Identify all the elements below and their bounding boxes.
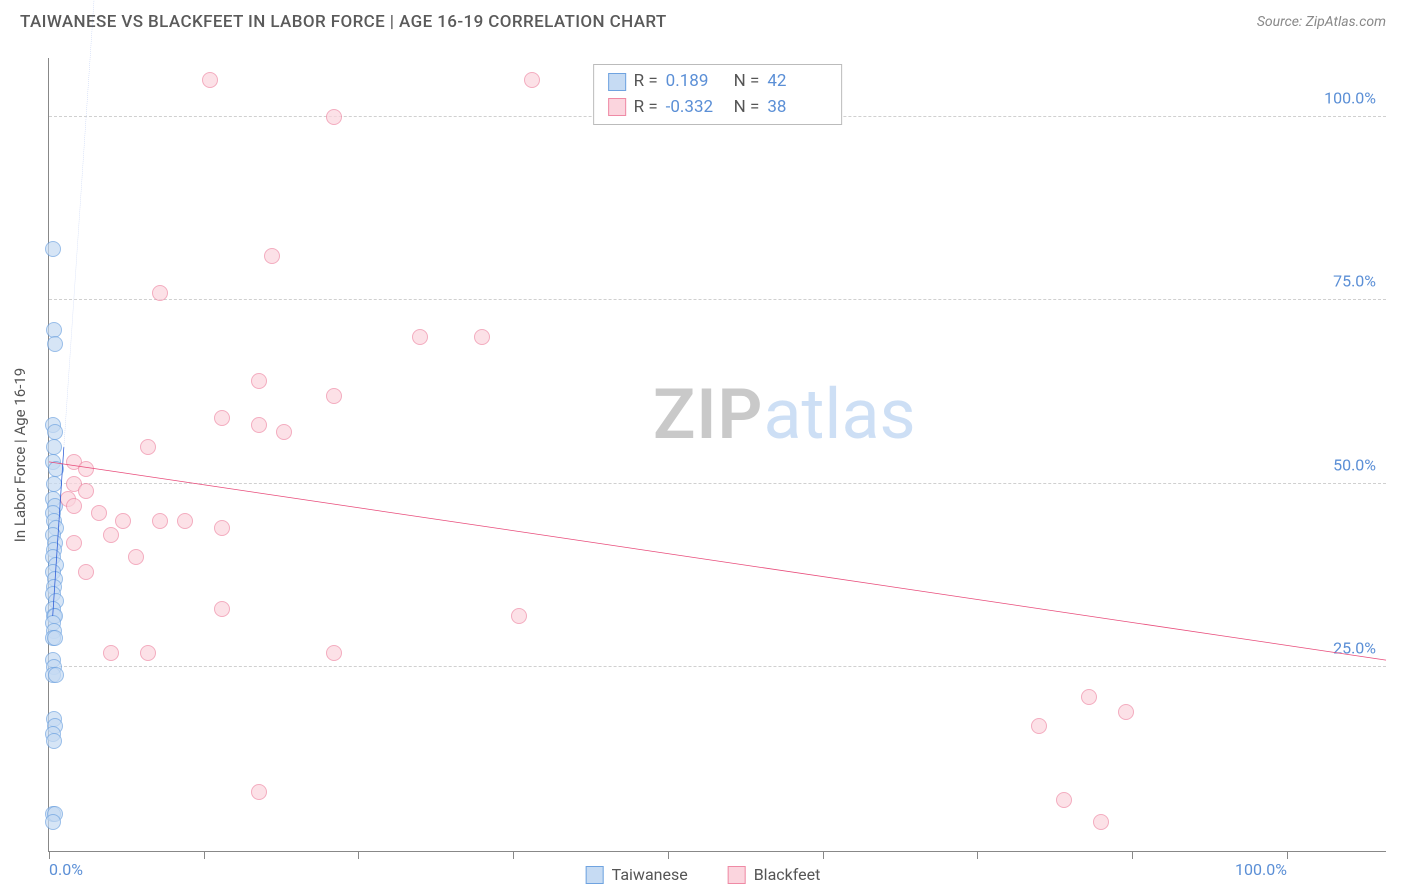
legend-swatch-taiwanese xyxy=(586,866,604,884)
x-tick xyxy=(823,851,824,859)
legend-item-blackfeet: Blackfeet xyxy=(728,865,821,884)
trend-lines xyxy=(49,58,1386,851)
n-value-2: 38 xyxy=(767,95,827,121)
x-tick xyxy=(49,851,50,859)
chart-title: TAIWANESE VS BLACKFEET IN LABOR FORCE | … xyxy=(20,12,667,32)
legend-row-2: R = -0.332 N = 38 xyxy=(608,95,828,121)
legend-row-1: R = 0.189 N = 42 xyxy=(608,69,828,95)
chart-source: Source: ZipAtlas.com xyxy=(1257,14,1386,30)
n-label-2: N = xyxy=(734,95,760,121)
x-tick-label: 100.0% xyxy=(1235,860,1287,879)
chart-plot-area: 25.0%50.0%75.0%100.0%0.0%100.0% ZIPatlas… xyxy=(48,58,1386,852)
y-axis-title: In Labor Force | Age 16-19 xyxy=(11,368,29,542)
legend-item-taiwanese: Taiwanese xyxy=(586,865,688,884)
swatch-blackfeet xyxy=(608,98,626,116)
x-tick xyxy=(513,851,514,859)
source-value: ZipAtlas.com xyxy=(1306,14,1386,30)
series-legend: Taiwanese Blackfeet xyxy=(586,865,821,884)
trend-line xyxy=(49,462,1386,660)
r-label-2: R = xyxy=(634,95,658,121)
r-label-1: R = xyxy=(634,69,658,95)
x-tick xyxy=(358,851,359,859)
x-tick xyxy=(204,851,205,859)
x-tick xyxy=(668,851,669,859)
r-value-1: 0.189 xyxy=(666,69,726,95)
x-tick xyxy=(1132,851,1133,859)
x-tick xyxy=(1287,851,1288,859)
correlation-legend: R = 0.189 N = 42 R = -0.332 N = 38 xyxy=(593,64,843,125)
swatch-taiwanese xyxy=(608,73,626,91)
source-label: Source: xyxy=(1257,14,1306,30)
n-label-1: N = xyxy=(734,69,760,95)
legend-label-taiwanese: Taiwanese xyxy=(612,865,688,884)
n-value-1: 42 xyxy=(767,69,827,95)
r-value-2: -0.332 xyxy=(666,95,726,121)
x-tick xyxy=(977,851,978,859)
legend-swatch-blackfeet xyxy=(728,866,746,884)
trend-line-extension xyxy=(64,0,123,447)
trend-line xyxy=(53,447,64,616)
x-tick-label: 0.0% xyxy=(49,860,83,879)
chart-header: TAIWANESE VS BLACKFEET IN LABOR FORCE | … xyxy=(0,0,1406,40)
legend-label-blackfeet: Blackfeet xyxy=(754,865,821,884)
